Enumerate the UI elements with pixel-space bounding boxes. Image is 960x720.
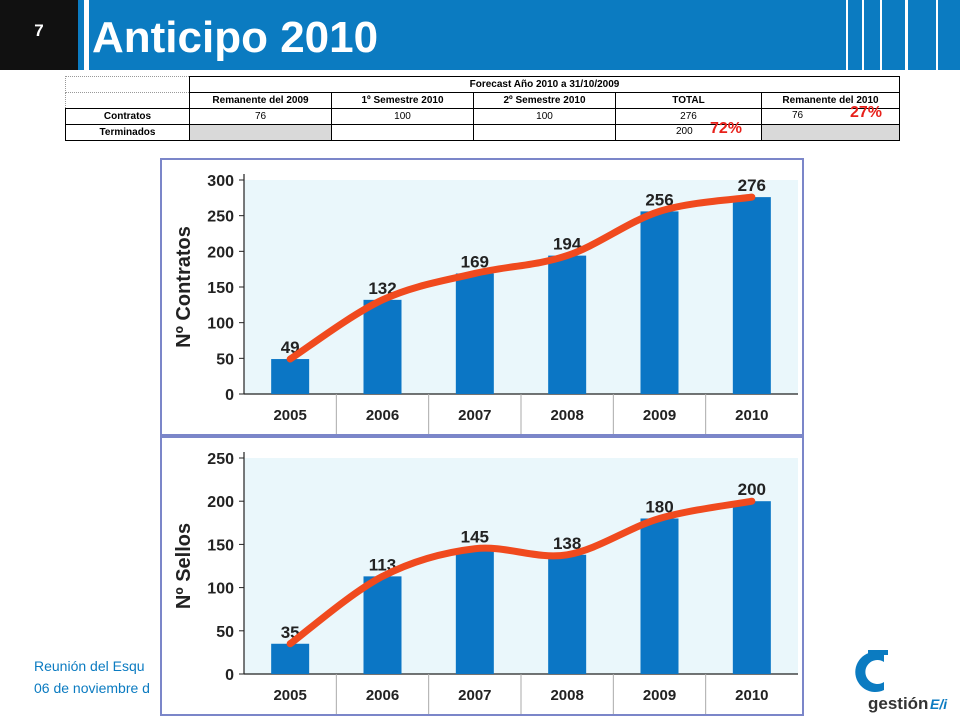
bar-value-label: 194 xyxy=(553,235,582,254)
y-axis-title: Nº Contratos xyxy=(173,226,195,348)
x-tick-label: 2008 xyxy=(550,687,583,704)
table-row: Contratos 76 100 100 276 76 27% xyxy=(65,104,901,125)
bar xyxy=(271,643,310,674)
seals-chart-frame: 0 50 100 150 200 250 35 2005 113 2006 145 2007 138 20… xyxy=(160,436,804,716)
table-header-row: Forecast Año 2010 a 31/10/2009 xyxy=(65,76,901,93)
x-tick-label: 2009 xyxy=(643,407,676,424)
y-tick-label: 100 xyxy=(207,316,234,333)
table-cell: 200 xyxy=(676,126,693,137)
bar xyxy=(548,255,587,394)
plot-area xyxy=(244,180,798,394)
x-tick-label: 2010 xyxy=(735,687,768,704)
column-header: 1º Semestre 2010 xyxy=(331,92,474,109)
column-header: Remanente del 2009 xyxy=(189,92,332,109)
y-tick-label: 300 xyxy=(207,173,234,190)
y-tick-label: 250 xyxy=(207,209,234,226)
logo-c-icon xyxy=(855,650,888,692)
table-corner-cell xyxy=(65,92,190,109)
x-tick-label: 2008 xyxy=(550,407,583,424)
footer-line-1: Reunión del Esqu xyxy=(34,658,145,674)
table-corner-cell xyxy=(65,76,190,93)
table-column-row: Remanente del 2009 1º Semestre 2010 2º S… xyxy=(65,92,901,109)
column-header: TOTAL xyxy=(615,92,762,109)
header-stripe xyxy=(846,0,848,70)
table-cell: 76 xyxy=(792,110,804,121)
footer-line-2: 06 de noviembre d xyxy=(34,680,150,696)
y-tick-label: 150 xyxy=(207,280,234,297)
y-tick-label: 50 xyxy=(216,351,234,368)
table-main-header: Forecast Año 2010 a 31/10/2009 xyxy=(188,76,901,93)
column-header: 2º Semestre 2010 xyxy=(473,92,616,109)
plot-area xyxy=(244,458,798,674)
x-tick-label: 2006 xyxy=(366,687,399,704)
table-cell: 76 xyxy=(189,108,332,125)
bar xyxy=(732,501,771,674)
table-cell-wrapper: 200 72% xyxy=(615,120,762,141)
bar xyxy=(640,518,679,674)
bar-value-label: 138 xyxy=(553,534,581,553)
table-cell xyxy=(331,124,474,141)
table-cell xyxy=(189,124,332,141)
bar xyxy=(548,554,587,674)
bar xyxy=(455,548,494,674)
page-title: Anticipo 2010 xyxy=(92,13,379,62)
header-stripe xyxy=(905,0,908,70)
slide-number: 7 xyxy=(0,0,78,70)
table-cell: 100 xyxy=(473,108,616,125)
bar-value-label: 256 xyxy=(645,190,673,209)
bar-value-label: 276 xyxy=(738,176,766,195)
contracts-chart-frame: 0 50 100 150 200 250 300 49 2005 132 2006 169 2007 19… xyxy=(160,158,804,436)
y-tick-label: 150 xyxy=(207,537,234,554)
y-tick-label: 0 xyxy=(225,667,234,684)
table-cell xyxy=(760,124,901,141)
trend-line xyxy=(286,497,756,648)
x-tick-label: 2005 xyxy=(273,407,306,424)
table-cell-wrapper: 76 27% xyxy=(760,104,901,125)
bar-value-label: 200 xyxy=(738,480,766,499)
y-tick-label: 200 xyxy=(207,494,234,511)
header-bar xyxy=(0,0,960,70)
header-divider xyxy=(84,0,89,70)
row-label: Contratos xyxy=(65,108,190,125)
contracts-chart: 0501001502002503004920051322006169200719… xyxy=(173,173,798,434)
y-tick-label: 200 xyxy=(207,244,234,261)
logo-suffix: E/i xyxy=(930,696,948,712)
row-label: Terminados xyxy=(65,124,190,141)
x-tick-label: 2007 xyxy=(458,687,491,704)
bar xyxy=(455,273,494,394)
bar-value-label: 145 xyxy=(461,528,489,547)
table-row: Terminados 200 72% xyxy=(65,120,901,141)
y-tick-label: 250 xyxy=(207,451,234,468)
seals-chart: 0501001502002503520051132006145200713820… xyxy=(173,451,798,714)
y-axis-title: Nº Sellos xyxy=(173,523,195,609)
percent-badge: 27% xyxy=(850,104,883,121)
trend-line xyxy=(286,193,756,363)
logo-text: gestión xyxy=(868,694,929,713)
table-cell xyxy=(473,124,616,141)
x-tick-label: 2007 xyxy=(458,407,491,424)
table-cell: 100 xyxy=(331,108,474,125)
bar xyxy=(363,576,402,674)
bar xyxy=(363,299,402,394)
x-tick-label: 2006 xyxy=(366,407,399,424)
bar-value-label: 169 xyxy=(461,252,489,271)
y-tick-label: 100 xyxy=(207,581,234,598)
bar-value-label: 180 xyxy=(645,497,673,516)
company-logo: gestión E/i xyxy=(848,648,948,714)
bar xyxy=(732,197,771,394)
header-stripe xyxy=(862,0,864,70)
y-tick-label: 0 xyxy=(225,387,234,404)
percent-badge: 72% xyxy=(710,120,743,137)
bar xyxy=(271,359,310,394)
x-tick-label: 2005 xyxy=(273,687,306,704)
x-tick-label: 2009 xyxy=(643,687,676,704)
x-tick-label: 2010 xyxy=(735,407,768,424)
forecast-table: Forecast Año 2010 a 31/10/2009 Remanente… xyxy=(65,76,901,141)
header-stripe xyxy=(880,0,882,70)
header-stripe xyxy=(936,0,938,70)
bar xyxy=(640,211,679,394)
y-tick-label: 50 xyxy=(216,624,234,641)
